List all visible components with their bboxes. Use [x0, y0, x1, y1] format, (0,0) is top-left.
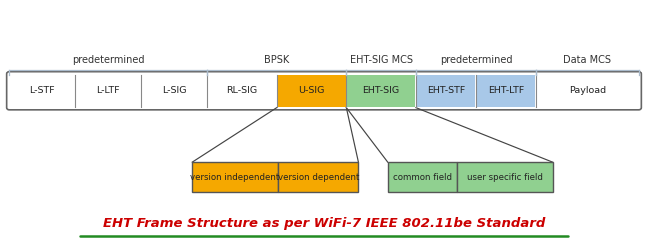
- Text: predetermined: predetermined: [72, 55, 145, 65]
- Text: U-SIG: U-SIG: [298, 86, 325, 95]
- FancyBboxPatch shape: [388, 162, 457, 192]
- Text: common field: common field: [393, 173, 452, 182]
- Text: version independent: version independent: [191, 173, 280, 182]
- Text: predetermined: predetermined: [440, 55, 513, 65]
- Text: user specific field: user specific field: [467, 173, 543, 182]
- Text: L-STF: L-STF: [29, 86, 55, 95]
- Text: L-SIG: L-SIG: [162, 86, 187, 95]
- Text: version dependent: version dependent: [277, 173, 359, 182]
- Text: EHT-LTF: EHT-LTF: [488, 86, 524, 95]
- Text: EHT-STF: EHT-STF: [427, 86, 465, 95]
- Text: RL-SIG: RL-SIG: [226, 86, 257, 95]
- FancyBboxPatch shape: [416, 75, 476, 107]
- Text: Data MCS: Data MCS: [563, 55, 612, 65]
- FancyBboxPatch shape: [192, 162, 278, 192]
- FancyBboxPatch shape: [278, 162, 358, 192]
- Text: EHT-SIG MCS: EHT-SIG MCS: [350, 55, 413, 65]
- Text: EHT Frame Structure as per WiFi-7 IEEE 802.11be Standard: EHT Frame Structure as per WiFi-7 IEEE 8…: [103, 217, 545, 230]
- Text: BPSK: BPSK: [264, 55, 290, 65]
- FancyBboxPatch shape: [346, 75, 415, 107]
- Text: Payload: Payload: [569, 86, 606, 95]
- FancyBboxPatch shape: [6, 72, 642, 110]
- FancyBboxPatch shape: [476, 75, 535, 107]
- FancyBboxPatch shape: [277, 75, 345, 107]
- FancyBboxPatch shape: [457, 162, 553, 192]
- Text: L-LTF: L-LTF: [97, 86, 120, 95]
- Text: EHT-SIG: EHT-SIG: [363, 86, 400, 95]
